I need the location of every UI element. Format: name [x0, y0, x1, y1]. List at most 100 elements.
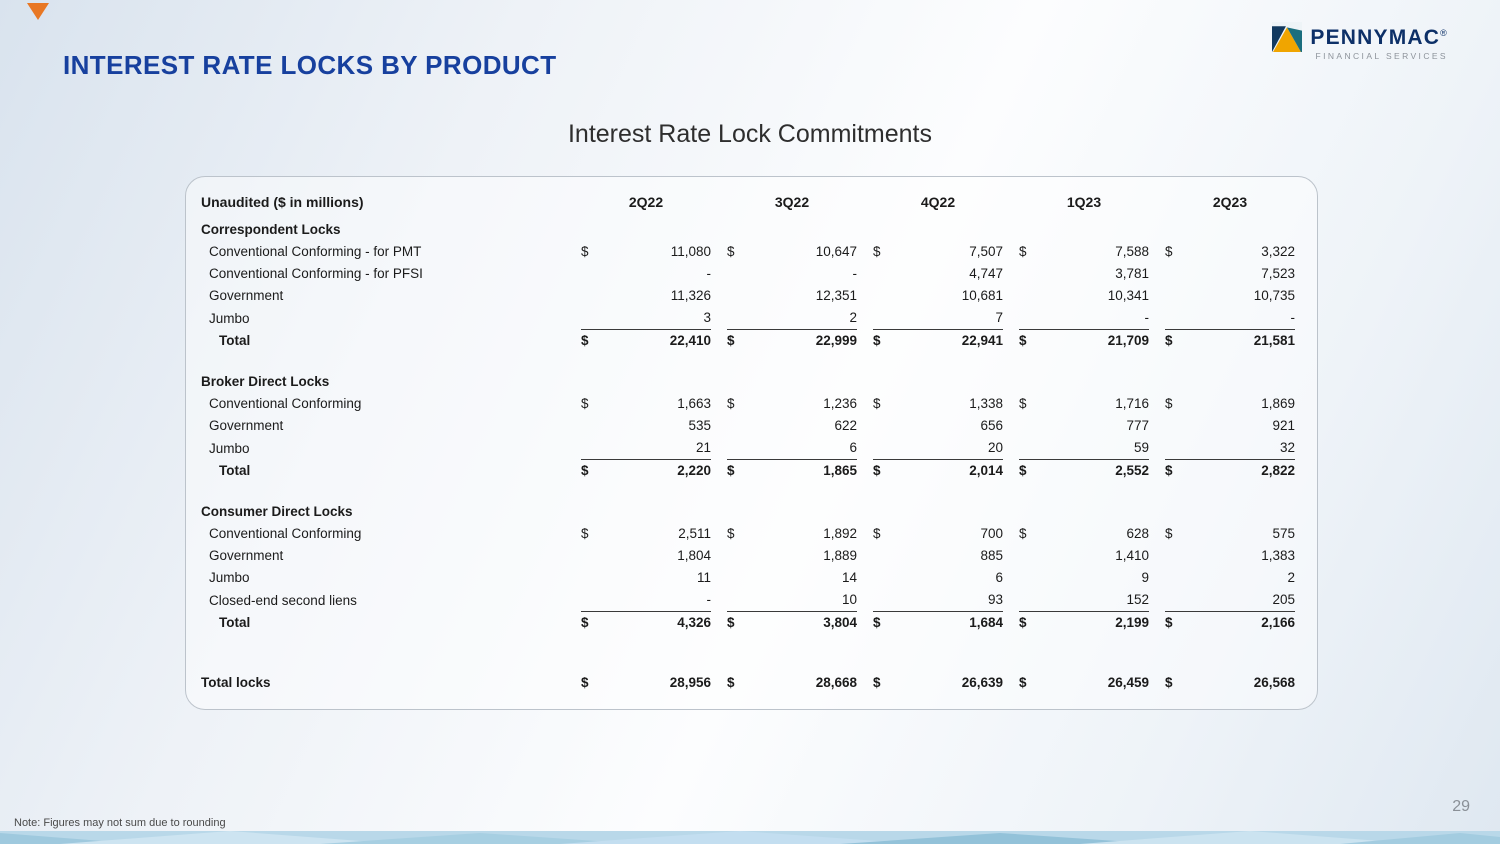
dollar-sign: $	[727, 675, 735, 690]
brand-tagline: FINANCIAL SERVICES	[1315, 51, 1448, 61]
table-unit-label: Unaudited ($ in millions)	[201, 194, 364, 210]
dollar-sign: $	[1019, 675, 1027, 690]
cell-value: 2,199	[1115, 615, 1149, 630]
cell-value: 2	[1287, 570, 1295, 585]
dollar-sign: $	[581, 333, 589, 348]
value-group: 3,781	[1019, 263, 1149, 285]
value-group: $22,999	[727, 329, 857, 353]
cell-value: 1,889	[823, 548, 857, 563]
data-row: Jumbo 21 6 20 59 32	[186, 437, 1317, 460]
value-group: 10	[727, 589, 857, 612]
cell-value: 575	[1272, 526, 1295, 541]
cell-value: 2,552	[1115, 463, 1149, 478]
dollar-sign: $	[727, 333, 735, 348]
cell-value: 3,322	[1261, 244, 1295, 259]
value-group: $11,080	[581, 241, 711, 263]
value-group: 14	[727, 567, 857, 589]
row-label: Jumbo	[209, 310, 250, 326]
row-label: Broker Direct Locks	[201, 374, 330, 389]
value-group: -	[1165, 307, 1295, 330]
value-group: 921	[1165, 415, 1295, 437]
value-group: 4,747	[873, 263, 1003, 285]
column-header-label: 2Q23	[1212, 194, 1248, 210]
dollar-sign: $	[581, 463, 589, 478]
dollar-sign: $	[873, 463, 881, 478]
cell-value: 11	[696, 570, 711, 585]
cell-value: 21,709	[1107, 333, 1149, 348]
value-group: 9	[1019, 567, 1149, 589]
dollar-sign: $	[1019, 463, 1027, 478]
value-group: $700	[873, 523, 1003, 545]
dollar-sign: $	[581, 526, 589, 541]
dollar-sign: $	[1165, 244, 1173, 259]
value-group: $1,716	[1019, 393, 1149, 415]
column-header-label: 1Q23	[1066, 194, 1102, 210]
value-group: $28,668	[727, 671, 857, 695]
cell-value: 1,383	[1261, 548, 1295, 563]
value-group: $1,684	[873, 611, 1003, 635]
dollar-sign: $	[581, 244, 589, 259]
cell-value: 1,338	[969, 396, 1003, 411]
section-total-row: Total $4,326 $3,804 $1,684 $2,199 $2,166	[186, 611, 1317, 635]
column-header: 1Q23	[1019, 189, 1149, 215]
data-row: Conventional Conforming $1,663 $1,236 $1,33…	[186, 393, 1317, 415]
cell-value: 7,507	[969, 244, 1003, 259]
page-number: 29	[1452, 798, 1470, 815]
data-row: Closed-end second liens - 10 93 152 205	[186, 589, 1317, 612]
row-label: Closed-end second liens	[209, 592, 357, 608]
cell-value: -	[1290, 310, 1296, 325]
cell-value: 2,511	[678, 526, 711, 541]
section-total-row: Total $2,220 $1,865 $2,014 $2,552 $2,822	[186, 459, 1317, 483]
cell-value: -	[706, 592, 712, 607]
cell-value: 4,747	[969, 266, 1003, 281]
pennymac-logo-icon	[1272, 22, 1303, 57]
cell-value: 885	[980, 548, 1003, 563]
value-group: 7	[873, 307, 1003, 330]
value-group: 205	[1165, 589, 1295, 612]
dollar-sign: $	[727, 396, 735, 411]
cell-value: 26,639	[961, 675, 1003, 690]
value-group: $3,322	[1165, 241, 1295, 263]
value-group: $2,014	[873, 459, 1003, 483]
cell-value: 921	[1272, 418, 1295, 433]
cell-value: 3,781	[1115, 266, 1149, 281]
dollar-sign: $	[1019, 333, 1027, 348]
dollar-sign: $	[1165, 463, 1173, 478]
value-group: $1,236	[727, 393, 857, 415]
cell-value: 1,892	[823, 526, 857, 541]
dollar-sign: $	[727, 526, 735, 541]
cell-value: 2,822	[1261, 463, 1295, 478]
data-row: Government 1,804 1,889 885 1,410 1,383	[186, 545, 1317, 567]
column-header-label: 3Q22	[774, 194, 810, 210]
value-group: 7,523	[1165, 263, 1295, 285]
cell-value: 2,220	[677, 463, 711, 478]
section-spacer	[186, 635, 1317, 653]
dollar-sign: $	[1165, 526, 1173, 541]
table-header-row: Unaudited ($ in millions) 2Q22 3Q22 4Q22…	[186, 189, 1317, 215]
value-group: 1,889	[727, 545, 857, 567]
dollar-sign: $	[1165, 615, 1173, 630]
value-group: $26,639	[873, 671, 1003, 695]
dollar-sign: $	[1165, 396, 1173, 411]
value-group: $2,199	[1019, 611, 1149, 635]
value-group: 1,804	[581, 545, 711, 567]
value-group: -	[1019, 307, 1149, 330]
section-total-row: Total $22,410 $22,999 $22,941 $21,709 $21,581	[186, 329, 1317, 353]
brand-name: PENNYMAC®	[1310, 26, 1448, 49]
cell-value: 10,341	[1107, 288, 1149, 303]
cell-value: -	[852, 266, 858, 281]
section-header-row: Broker Direct Locks	[186, 371, 1317, 393]
data-row: Government 535 622 656 777 921	[186, 415, 1317, 437]
dollar-sign: $	[873, 396, 881, 411]
section-spacer	[186, 353, 1317, 371]
dollar-sign: $	[1165, 333, 1173, 348]
value-group: 1,410	[1019, 545, 1149, 567]
value-group: 93	[873, 589, 1003, 612]
data-row: Jumbo 3 2 7 - -	[186, 307, 1317, 330]
cell-value: 3	[703, 310, 711, 325]
value-group: $26,459	[1019, 671, 1149, 695]
dollar-sign: $	[581, 396, 589, 411]
cell-value: 7,523	[1261, 266, 1295, 281]
cell-value: 22,999	[815, 333, 857, 348]
cell-value: 10	[841, 592, 857, 607]
